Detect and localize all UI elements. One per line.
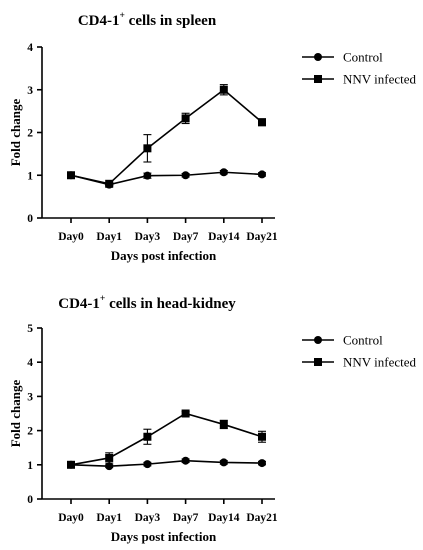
x-axis-label: Days post infection: [111, 529, 217, 544]
x-tick-label: Day21: [246, 512, 278, 524]
data-point: [181, 171, 190, 180]
series-control: [67, 456, 266, 471]
data-point: [258, 118, 266, 127]
series-line: [70, 171, 263, 186]
legend: Control NNV infected: [302, 50, 417, 87]
series-nnv-infected: [67, 409, 266, 469]
data-point: [143, 460, 152, 469]
x-tick-label: Day21: [246, 231, 278, 243]
data-point: [219, 85, 228, 94]
x-tick-label: Day3: [135, 231, 161, 243]
legend-label: Control: [343, 333, 383, 348]
series-control: [67, 168, 266, 189]
x-tick-label: Day14: [208, 231, 240, 243]
chart-title-superscript: +: [119, 11, 124, 21]
x-axis-label: Days post infection: [111, 248, 217, 263]
x-tick-label: Day1: [96, 231, 122, 243]
data-point: [105, 462, 114, 471]
data-point: [258, 432, 266, 441]
y-tick-label: 0: [27, 494, 33, 506]
y-tick-label: 2: [27, 426, 33, 438]
series-line: [70, 88, 263, 185]
data-point: [181, 114, 190, 123]
x-tick-label: Day7: [173, 512, 199, 524]
y-tick-label: 1: [27, 460, 33, 472]
data-point: [143, 171, 152, 180]
data-point: [143, 432, 152, 441]
y-tick-label: 2: [27, 128, 33, 140]
x-tick-label: Day1: [96, 512, 122, 524]
chart-spleen: CD4-1+ cells in spleen 0 1 2 3 4 Day0 Day1 Day3 D…: [8, 11, 417, 263]
x-tick-label: Day14: [208, 512, 240, 524]
chart-title-superscript: +: [100, 294, 105, 304]
y-tick-label: 4: [27, 42, 33, 54]
data-point: [219, 420, 228, 429]
x-tick-label: Day3: [135, 512, 161, 524]
data-point: [105, 179, 114, 188]
data-point: [258, 170, 266, 179]
y-tick-label: 3: [27, 391, 33, 403]
chart-title: CD4-1+ cells in spleen: [78, 11, 217, 29]
data-point: [181, 456, 190, 465]
data-point: [67, 171, 75, 180]
legend-label: Control: [343, 50, 383, 65]
legend-label: NNV infected: [343, 72, 417, 87]
legend-square-marker: [314, 358, 322, 366]
data-point: [105, 453, 114, 462]
chart-title-main: CD4-1: [58, 296, 100, 312]
y-tick-label: 3: [27, 85, 33, 97]
y-tick-label: 1: [27, 170, 33, 182]
legend: Control NNV infected: [302, 333, 417, 370]
data-point: [219, 458, 228, 467]
legend-circle-marker: [314, 336, 322, 344]
data-point: [67, 460, 75, 469]
y-axis-label: Fold change: [8, 380, 23, 448]
series-line: [70, 459, 263, 467]
y-tick-label: 5: [27, 323, 33, 335]
data-point: [219, 168, 228, 177]
chart-title-main: CD4-1: [78, 13, 120, 29]
y-tick-label: 0: [27, 213, 33, 225]
series-nnv-infected: [67, 84, 266, 188]
legend-circle-marker: [314, 53, 322, 61]
chart-head-kidney: CD4-1+ cells in head-kidney 0 1 2 3 4 5 Day0 Day…: [8, 294, 417, 544]
chart-title-rest: cells in spleen: [125, 13, 217, 29]
x-tick-label: Day0: [58, 512, 84, 524]
legend-label: NNV infected: [343, 355, 417, 370]
x-tick-label: Day0: [58, 231, 84, 243]
data-point: [143, 144, 152, 153]
data-point: [258, 459, 266, 468]
legend-square-marker: [314, 75, 322, 83]
y-axis-label: Fold change: [8, 99, 23, 167]
chart-title-rest: cells in head-kidney: [105, 296, 236, 312]
chart-title: CD4-1+ cells in head-kidney: [58, 294, 236, 312]
data-point: [181, 409, 190, 418]
series-line: [70, 412, 263, 466]
x-tick-label: Day7: [173, 231, 199, 243]
y-tick-label: 4: [27, 357, 33, 369]
